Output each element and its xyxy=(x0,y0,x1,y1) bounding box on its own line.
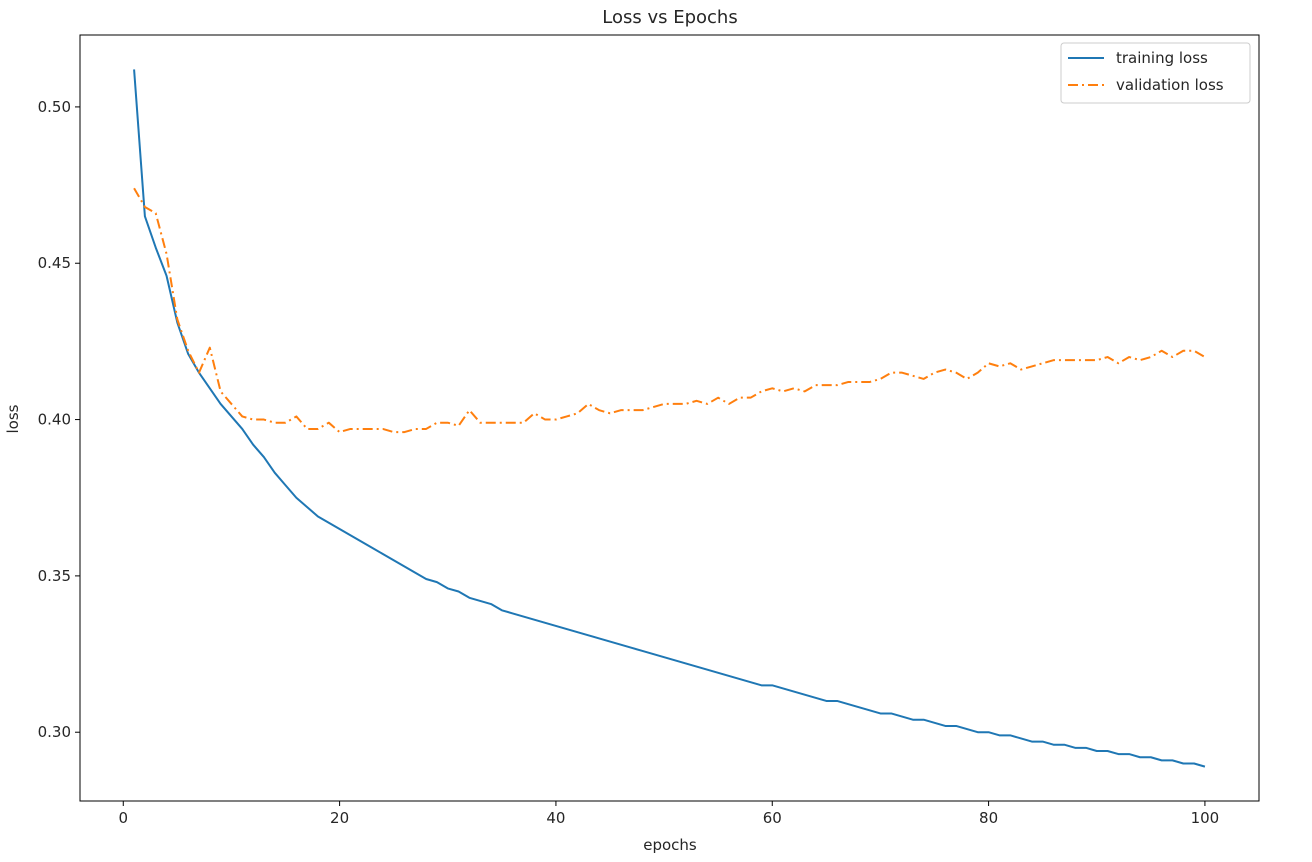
chart-title: Loss vs Epochs xyxy=(602,7,737,28)
training-loss-line xyxy=(133,69,1206,768)
x-tick-label: 40 xyxy=(546,809,565,827)
axis-ticks: 0 20 40 60 80 100 0.30 0.35 0.40 0.45 0.50 xyxy=(38,98,1220,827)
legend-label-training-loss: training loss xyxy=(1116,49,1208,67)
y-tick-label: 0.40 xyxy=(38,411,71,429)
y-tick-label: 0.50 xyxy=(38,98,71,116)
x-tick-label: 80 xyxy=(979,809,998,827)
y-tick-label: 0.35 xyxy=(38,567,71,585)
legend-box xyxy=(1060,42,1251,104)
validation-loss-line xyxy=(133,187,1206,434)
y-axis-label: loss xyxy=(4,404,22,433)
x-tick-label: 0 xyxy=(118,809,128,827)
plot-area xyxy=(79,34,1260,802)
y-tick-label: 0.45 xyxy=(38,254,71,272)
x-axis-label: epochs xyxy=(643,836,697,854)
series-lines xyxy=(133,69,1206,768)
x-tick-label: 20 xyxy=(330,809,349,827)
x-tick-label: 60 xyxy=(763,809,782,827)
y-tick-label: 0.30 xyxy=(38,723,71,741)
legend-label-validation-loss: validation loss xyxy=(1116,76,1224,94)
plot-frame xyxy=(79,34,1260,802)
legend: training loss validation loss xyxy=(1060,42,1251,104)
x-tick-label: 100 xyxy=(1191,809,1220,827)
